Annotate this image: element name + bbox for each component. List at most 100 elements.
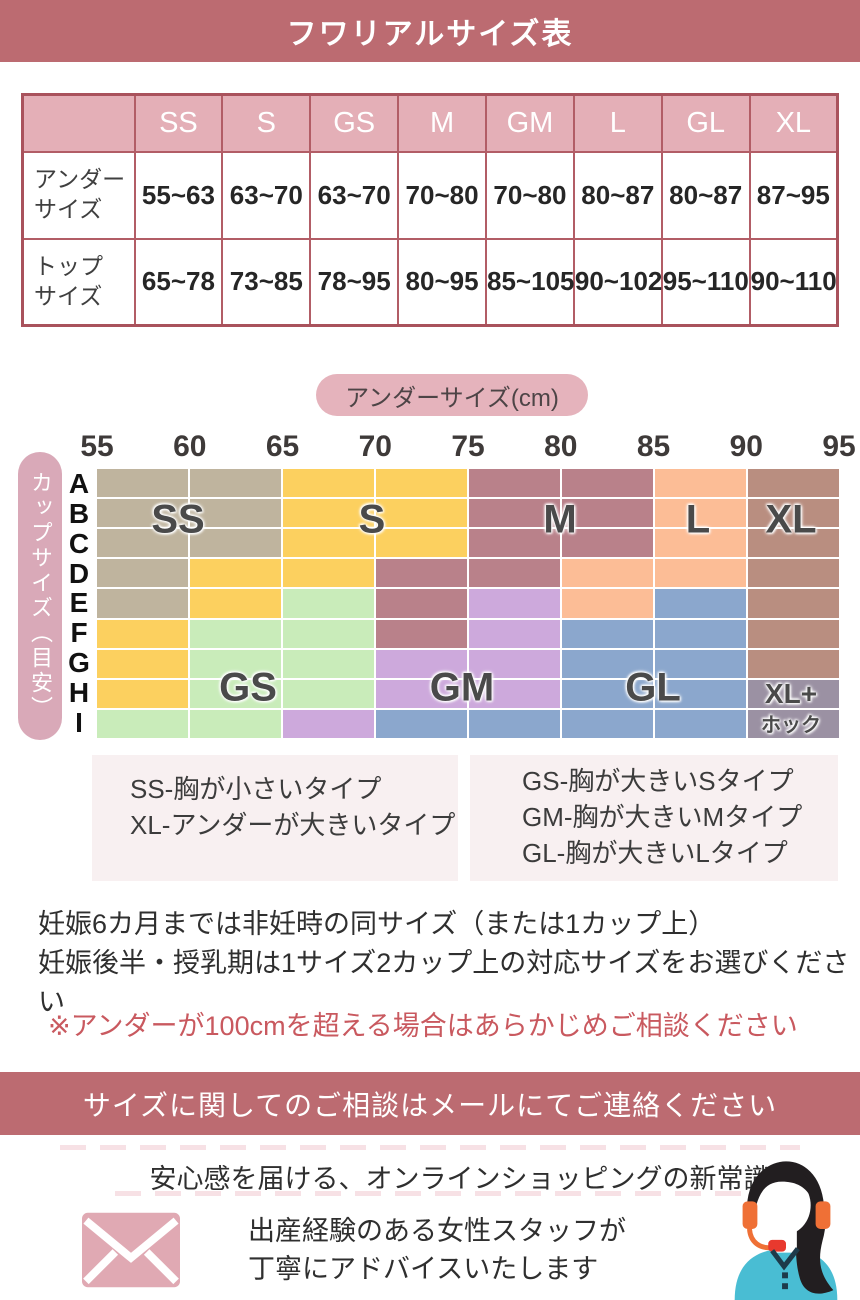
size-table-col-header: SS — [133, 93, 224, 153]
grid-cell-E-55 — [97, 589, 188, 618]
size-table-body: アンダー サイズ 55~63 63~70 63~70 70~80 70~80 80~87 80~… — [21, 150, 839, 327]
grid-cell-C-75 — [469, 529, 560, 558]
grid-cell-G-85 — [655, 649, 746, 678]
y-axis-row-letter: H — [68, 677, 90, 709]
y-axis-row-letter: E — [69, 587, 89, 619]
page-title: フワリアルサイズ表 — [286, 18, 574, 51]
legend-line: SS-胸が小さいタイプ — [130, 774, 382, 804]
decor-dashed-line-2 — [115, 1191, 815, 1196]
grid-cell-E-60 — [190, 589, 281, 618]
grid-cell-F-85 — [655, 619, 746, 648]
size-table-row: アンダー サイズ 55~63 63~70 63~70 70~80 70~80 80~87 80~… — [21, 150, 839, 240]
contact-banner-text: サイズに関してのご相談はメールにてご連絡ください — [82, 1089, 778, 1121]
grid-cell-G-55 — [97, 649, 188, 678]
size-table-cell: 80~87 — [572, 150, 663, 240]
x-axis-tick: 65 — [265, 430, 300, 463]
y-axis-row-letter: B — [68, 497, 90, 529]
grid-cell-D-55 — [97, 559, 188, 588]
size-table-col-header: GS — [309, 93, 400, 153]
grid-cell-I-65 — [283, 709, 374, 738]
grid-cell-F-90 — [748, 619, 839, 648]
grid-cell-B-85 — [655, 499, 746, 528]
grid-cell-F-75 — [469, 619, 560, 648]
legend-line: GL-胸が大きいLタイプ — [522, 838, 788, 868]
grid-cell-E-65 — [283, 589, 374, 618]
footer-staff-line: 出産経験のある女性スタッフが — [248, 1216, 626, 1246]
size-table-cell: 80~95 — [397, 237, 487, 327]
page-title-bar: フワリアルサイズ表 — [0, 0, 860, 62]
size-region-label-GM: GM — [429, 665, 495, 710]
grid-cell-G-60 — [190, 649, 281, 678]
note-line: 妊娠6カ月までは非妊時の同サイズ（または1カップ上） — [38, 909, 716, 939]
grid-cell-F-65 — [283, 619, 374, 648]
grid-cell-F-55 — [97, 619, 188, 648]
grid-cell-I-55 — [97, 709, 188, 738]
grid-cell-B-65 — [283, 499, 374, 528]
grid-cell-B-70 — [376, 499, 467, 528]
footer-staff-text: 出産経験のある女性スタッフが 丁寧にアドバイスいたします — [248, 1212, 626, 1288]
legend-box-right: GS-胸が大きいSタイプ GM-胸が大きいMタイプ GL-胸が大きいLタイプ — [470, 755, 838, 881]
size-table-cell: 65~78 — [133, 237, 224, 327]
size-table-cell: 63~70 — [221, 150, 312, 240]
over-100cm-warning: ※アンダーが100cmを超える場合はあらかじめご相談ください — [48, 1011, 798, 1041]
grid-cell-B-90 — [748, 499, 839, 528]
size-table-col-header: L — [572, 93, 663, 153]
legend-line: GM-胸が大きいMタイプ — [522, 802, 803, 832]
size-region-label-GL: GL — [625, 665, 681, 710]
x-axis-tick: 90 — [729, 430, 763, 463]
size-region-label-XL: XL — [765, 497, 817, 542]
grid-cell-A-55 — [97, 469, 188, 498]
grid-cell-G-90 — [748, 649, 839, 678]
x-axis-tick: 60 — [173, 430, 207, 463]
size-table-corner-cell — [21, 93, 136, 153]
size-table-cell: 85~105 — [485, 237, 575, 327]
grid-cell-B-60 — [190, 499, 281, 528]
size-table-row: トップ サイズ 65~78 73~85 78~95 80~95 85~105 90~102 95… — [21, 237, 839, 327]
grid-cell-I-75 — [469, 709, 560, 738]
grid-cell-D-75 — [469, 559, 560, 588]
size-table-cell: 90~102 — [572, 237, 663, 327]
grid-cell-I-80 — [562, 709, 653, 738]
grid-cell-A-85 — [655, 469, 746, 498]
grid-cell-G-75 — [469, 649, 560, 678]
size-table-cell: 78~95 — [309, 237, 400, 327]
grid-cell-D-85 — [655, 559, 746, 588]
grid-cell-H-60 — [190, 679, 281, 708]
size-region-label-XL+: XL+ — [764, 678, 818, 709]
y-axis-row-letter: G — [68, 647, 90, 679]
x-axis-tick: 85 — [636, 430, 671, 463]
grid-cell-G-80 — [562, 649, 653, 678]
under-size-axis-title: アンダーサイズ(cm) — [316, 374, 588, 416]
grid-cell-C-85 — [655, 529, 746, 558]
grid-cell-C-90 — [748, 529, 839, 558]
grid-cell-B-75 — [469, 499, 560, 528]
grid-cell-H-80 — [562, 679, 653, 708]
grid-cell-A-65 — [283, 469, 374, 498]
y-axis-row-letter: F — [70, 617, 88, 649]
size-table-col-header: M — [397, 93, 487, 153]
size-region-label-SS: SS — [151, 497, 205, 542]
x-axis-tick: 55 — [80, 430, 114, 463]
grid-cell-D-70 — [376, 559, 467, 588]
x-axis-tick: 75 — [451, 430, 485, 463]
decor-dashed-line-1 — [60, 1145, 800, 1150]
size-table: SS S GS M GM L GL XL アンダー サイズ 55~63 63~70 63~70 70~8… — [21, 93, 839, 327]
size-grid — [97, 469, 839, 738]
footer-staff-line: 丁寧にアドバイスいたします — [248, 1254, 599, 1284]
grid-cell-E-90 — [748, 589, 839, 618]
grid-cell-C-55 — [97, 529, 188, 558]
size-table-col-header: S — [221, 93, 312, 153]
grid-cell-I-60 — [190, 709, 281, 738]
size-table-cell: 70~80 — [485, 150, 575, 240]
grid-cell-E-75 — [469, 589, 560, 618]
legend-line: GS-胸が大きいSタイプ — [522, 766, 794, 796]
size-table-cell: 73~85 — [221, 237, 312, 327]
grid-cell-F-60 — [190, 619, 281, 648]
size-table-cell: 80~87 — [660, 150, 751, 240]
grid-cell-E-70 — [376, 589, 467, 618]
size-table-cell: 90~110 — [748, 237, 839, 327]
size-table-col-header: GL — [660, 93, 751, 153]
size-region-label-GS: GS — [219, 665, 277, 710]
legend-line: XL-アンダーが大きいタイプ — [130, 810, 456, 840]
